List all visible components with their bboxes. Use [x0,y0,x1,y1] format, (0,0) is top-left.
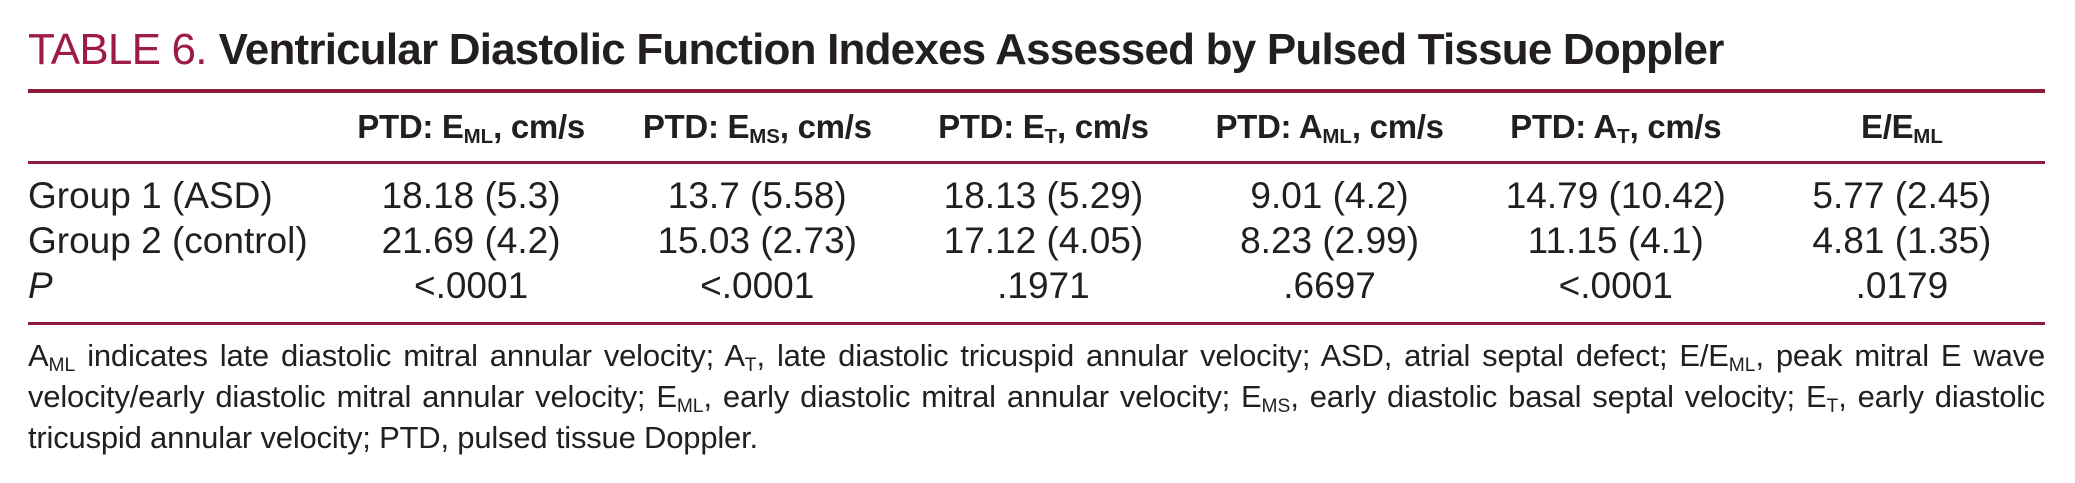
table-cell: 9.01 (4.2) [1250,175,1409,216]
table-row-group2: Group 2 (control) 21.69 (4.2) 15.03 (2.7… [28,218,2045,263]
table-cell: .0179 [1855,265,1949,306]
divider-top [28,89,2045,93]
table-cell: <.0001 [700,265,815,306]
table-header-row: PTD: EML, cm/s PTD: EMS, cm/s PTD: ET, c… [28,93,2045,161]
column-header-ptd-ems: PTD: EMS, cm/s [642,108,872,149]
row-label-group1: Group 1 (ASD) [28,175,273,216]
table-body: Group 1 (ASD) 18.18 (5.3) 13.7 (5.58) 18… [28,164,2045,322]
table-cell: <.0001 [413,265,529,306]
table-cell: 13.7 (5.58) [667,175,847,216]
table-cell: 18.18 (5.3) [381,175,561,216]
table-cell: 8.23 (2.99) [1240,220,1420,261]
divider-header [28,161,2045,164]
table-cell: <.0001 [1558,265,1673,306]
table-row-pvalue: P <.0001 <.0001 .1971 .6697 <.0001 .0179 [28,263,2045,308]
table-cell: .1971 [997,265,1090,306]
column-header-ptd-eml: PTD: EML, cm/s [357,108,585,149]
table-number: TABLE 6. [28,25,207,74]
table-cell: 21.69 (4.2) [381,220,561,261]
table-row-group1: Group 1 (ASD) 18.18 (5.3) 13.7 (5.58) 18… [28,173,2045,218]
column-header-e-over-eml: E/EML [1861,108,1943,149]
table-cell: 18.13 (5.29) [943,175,1144,216]
table-caption: Ventricular Diastolic Function Indexes A… [218,25,1725,74]
row-label-group2: Group 2 (control) [28,220,308,261]
table-cell: 14.79 (10.42) [1505,175,1726,216]
paper-table-figure: TABLE 6. Ventricular Diastolic Function I… [28,24,2045,455]
table-cell: 11.15 (4.1) [1527,220,1704,261]
footnote: AML indicates late diastolic mitral annu… [28,338,2045,455]
column-header-ptd-et: PTD: ET, cm/s [938,108,1149,149]
divider-bottom [28,322,2045,325]
table-cell: 5.77 (2.45) [1812,175,1992,216]
row-label-pvalue: P [28,265,53,306]
table-cell: .6697 [1283,265,1376,306]
column-header-ptd-aml: PTD: AML, cm/s [1215,108,1444,149]
table-cell: 15.03 (2.73) [657,220,857,261]
column-header-ptd-at: PTD: AT, cm/s [1510,108,1722,149]
table-title: TABLE 6. Ventricular Diastolic Function I… [28,24,2045,76]
table-cell: 17.12 (4.05) [943,220,1144,261]
table-cell: 4.81 (1.35) [1812,220,1992,261]
